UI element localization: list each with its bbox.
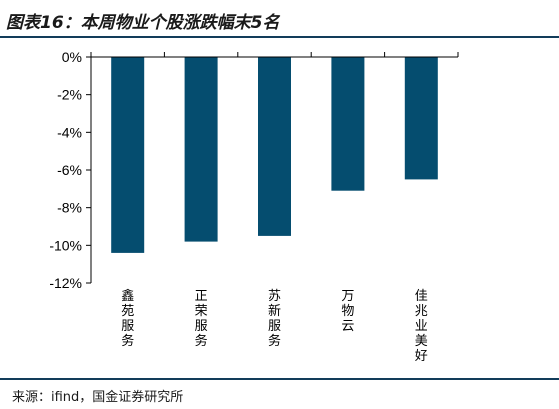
y-tick-label-7: -12% <box>49 275 82 291</box>
category-label-1: 鑫苑服务 <box>121 288 134 349</box>
title-divider <box>0 36 559 38</box>
bar-4 <box>331 57 365 191</box>
y-tick-label-4: -6% <box>57 162 82 178</box>
y-tick-label-1: 0% <box>62 49 82 65</box>
bar-1 <box>111 57 145 253</box>
footer-divider <box>0 378 559 380</box>
source-note: 来源：ifind，国金证券研究所 <box>12 390 184 405</box>
y-tick-label-2: -2% <box>57 87 82 103</box>
bar-chart: 0% -2% -4% -6% -8% -10% -12% 鑫苑服务 正荣服务 苏新服务 万物云 佳兆业… <box>49 49 459 364</box>
category-label-3: 苏新服务 <box>268 288 281 349</box>
bar-3 <box>258 57 291 236</box>
bar-2 <box>184 57 218 242</box>
y-tick-label-3: -4% <box>57 124 82 140</box>
y-tick-label-6: -10% <box>49 237 82 253</box>
category-label-2: 正荣服务 <box>195 289 208 349</box>
bar-5 <box>404 57 438 180</box>
y-tick-label-5: -8% <box>57 200 82 216</box>
category-label-5: 佳兆业美好 <box>415 289 428 364</box>
category-label-4: 万物云 <box>341 289 354 334</box>
chart-title: 图表16：本周物业个股涨跌幅末5名 <box>6 13 280 33</box>
